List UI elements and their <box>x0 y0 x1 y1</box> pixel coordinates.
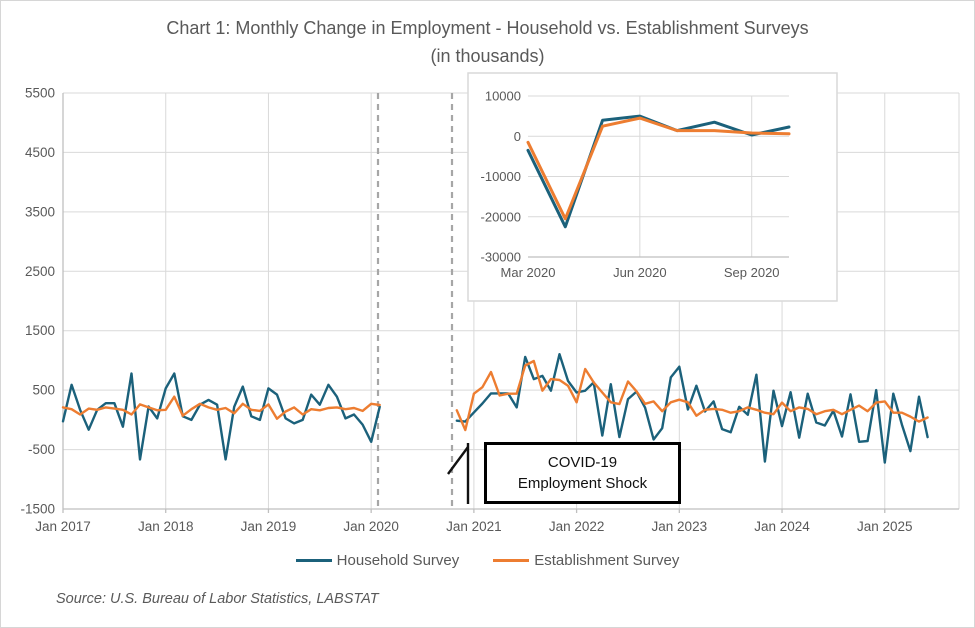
household-series-swatch <box>295 559 332 562</box>
main-x-axis-label: Jan 2017 <box>35 519 91 534</box>
main-y-axis-label: 1500 <box>25 323 55 338</box>
main-y-axis-label: -1500 <box>20 502 55 517</box>
establishment-series-line <box>455 359 929 432</box>
inset-x-axis-label: Sep 2020 <box>724 265 780 280</box>
main-y-axis-label: 2500 <box>25 264 55 279</box>
covid-callout-diagonal <box>447 446 469 475</box>
legend-label-household: Household Survey <box>336 552 460 569</box>
chart-title-line2: (in thousands) <box>430 46 545 66</box>
establishment-series-swatch <box>493 559 530 562</box>
inset-y-axis-label: -10000 <box>481 169 521 184</box>
main-x-axis-label: Jan 2022 <box>549 519 605 534</box>
main-x-axis-label: Jan 2021 <box>446 519 502 534</box>
main-y-axis-label: 3500 <box>25 204 55 219</box>
inset-x-axis-label: Jun 2020 <box>613 265 667 280</box>
main-y-axis-label: -500 <box>28 442 55 457</box>
legend-label-establishment: Establishment Survey <box>534 552 680 569</box>
legend: Household Survey Establishment Survey <box>1 552 974 569</box>
source-note: Source: U.S. Bureau of Labor Statistics,… <box>56 591 379 607</box>
main-y-axis-label: 500 <box>32 383 55 398</box>
covid-annotation-line2: Employment Shock <box>517 475 648 492</box>
inset-establishment-series-line <box>526 116 791 221</box>
household-series-line <box>61 372 381 461</box>
main-x-axis-label: Jan 2018 <box>138 519 194 534</box>
inset-y-axis-label: 0 <box>514 129 521 144</box>
main-y-axis-label: 4500 <box>25 145 55 160</box>
main-x-axis-label: Jan 2019 <box>241 519 297 534</box>
inset-chart-panel <box>467 72 838 302</box>
inset-y-axis-label: -20000 <box>481 209 521 224</box>
inset-y-axis-label: -30000 <box>481 250 521 265</box>
main-y-axis-label: 5500 <box>25 86 55 101</box>
main-x-axis-label: Jan 2025 <box>857 519 913 534</box>
household-series-line <box>455 353 929 464</box>
establishment-series-line <box>61 395 381 420</box>
legend-item-household: Household Survey <box>295 552 460 569</box>
main-x-axis-label: Jan 2024 <box>754 519 810 534</box>
chart-title: Chart 1: Monthly Change in Employment - … <box>1 14 974 70</box>
main-x-axis-label: Jan 2020 <box>343 519 399 534</box>
covid-annotation-box: COVID-19 Employment Shock <box>484 442 681 504</box>
legend-item-establishment: Establishment Survey <box>493 552 679 569</box>
main-x-axis-label: Jan 2023 <box>652 519 708 534</box>
covid-annotation-line1: COVID-19 <box>547 454 618 471</box>
inset-y-axis-label: 10000 <box>485 89 521 104</box>
chart-title-line1: Chart 1: Monthly Change in Employment - … <box>166 18 809 38</box>
inset-x-axis-label: Mar 2020 <box>501 265 556 280</box>
